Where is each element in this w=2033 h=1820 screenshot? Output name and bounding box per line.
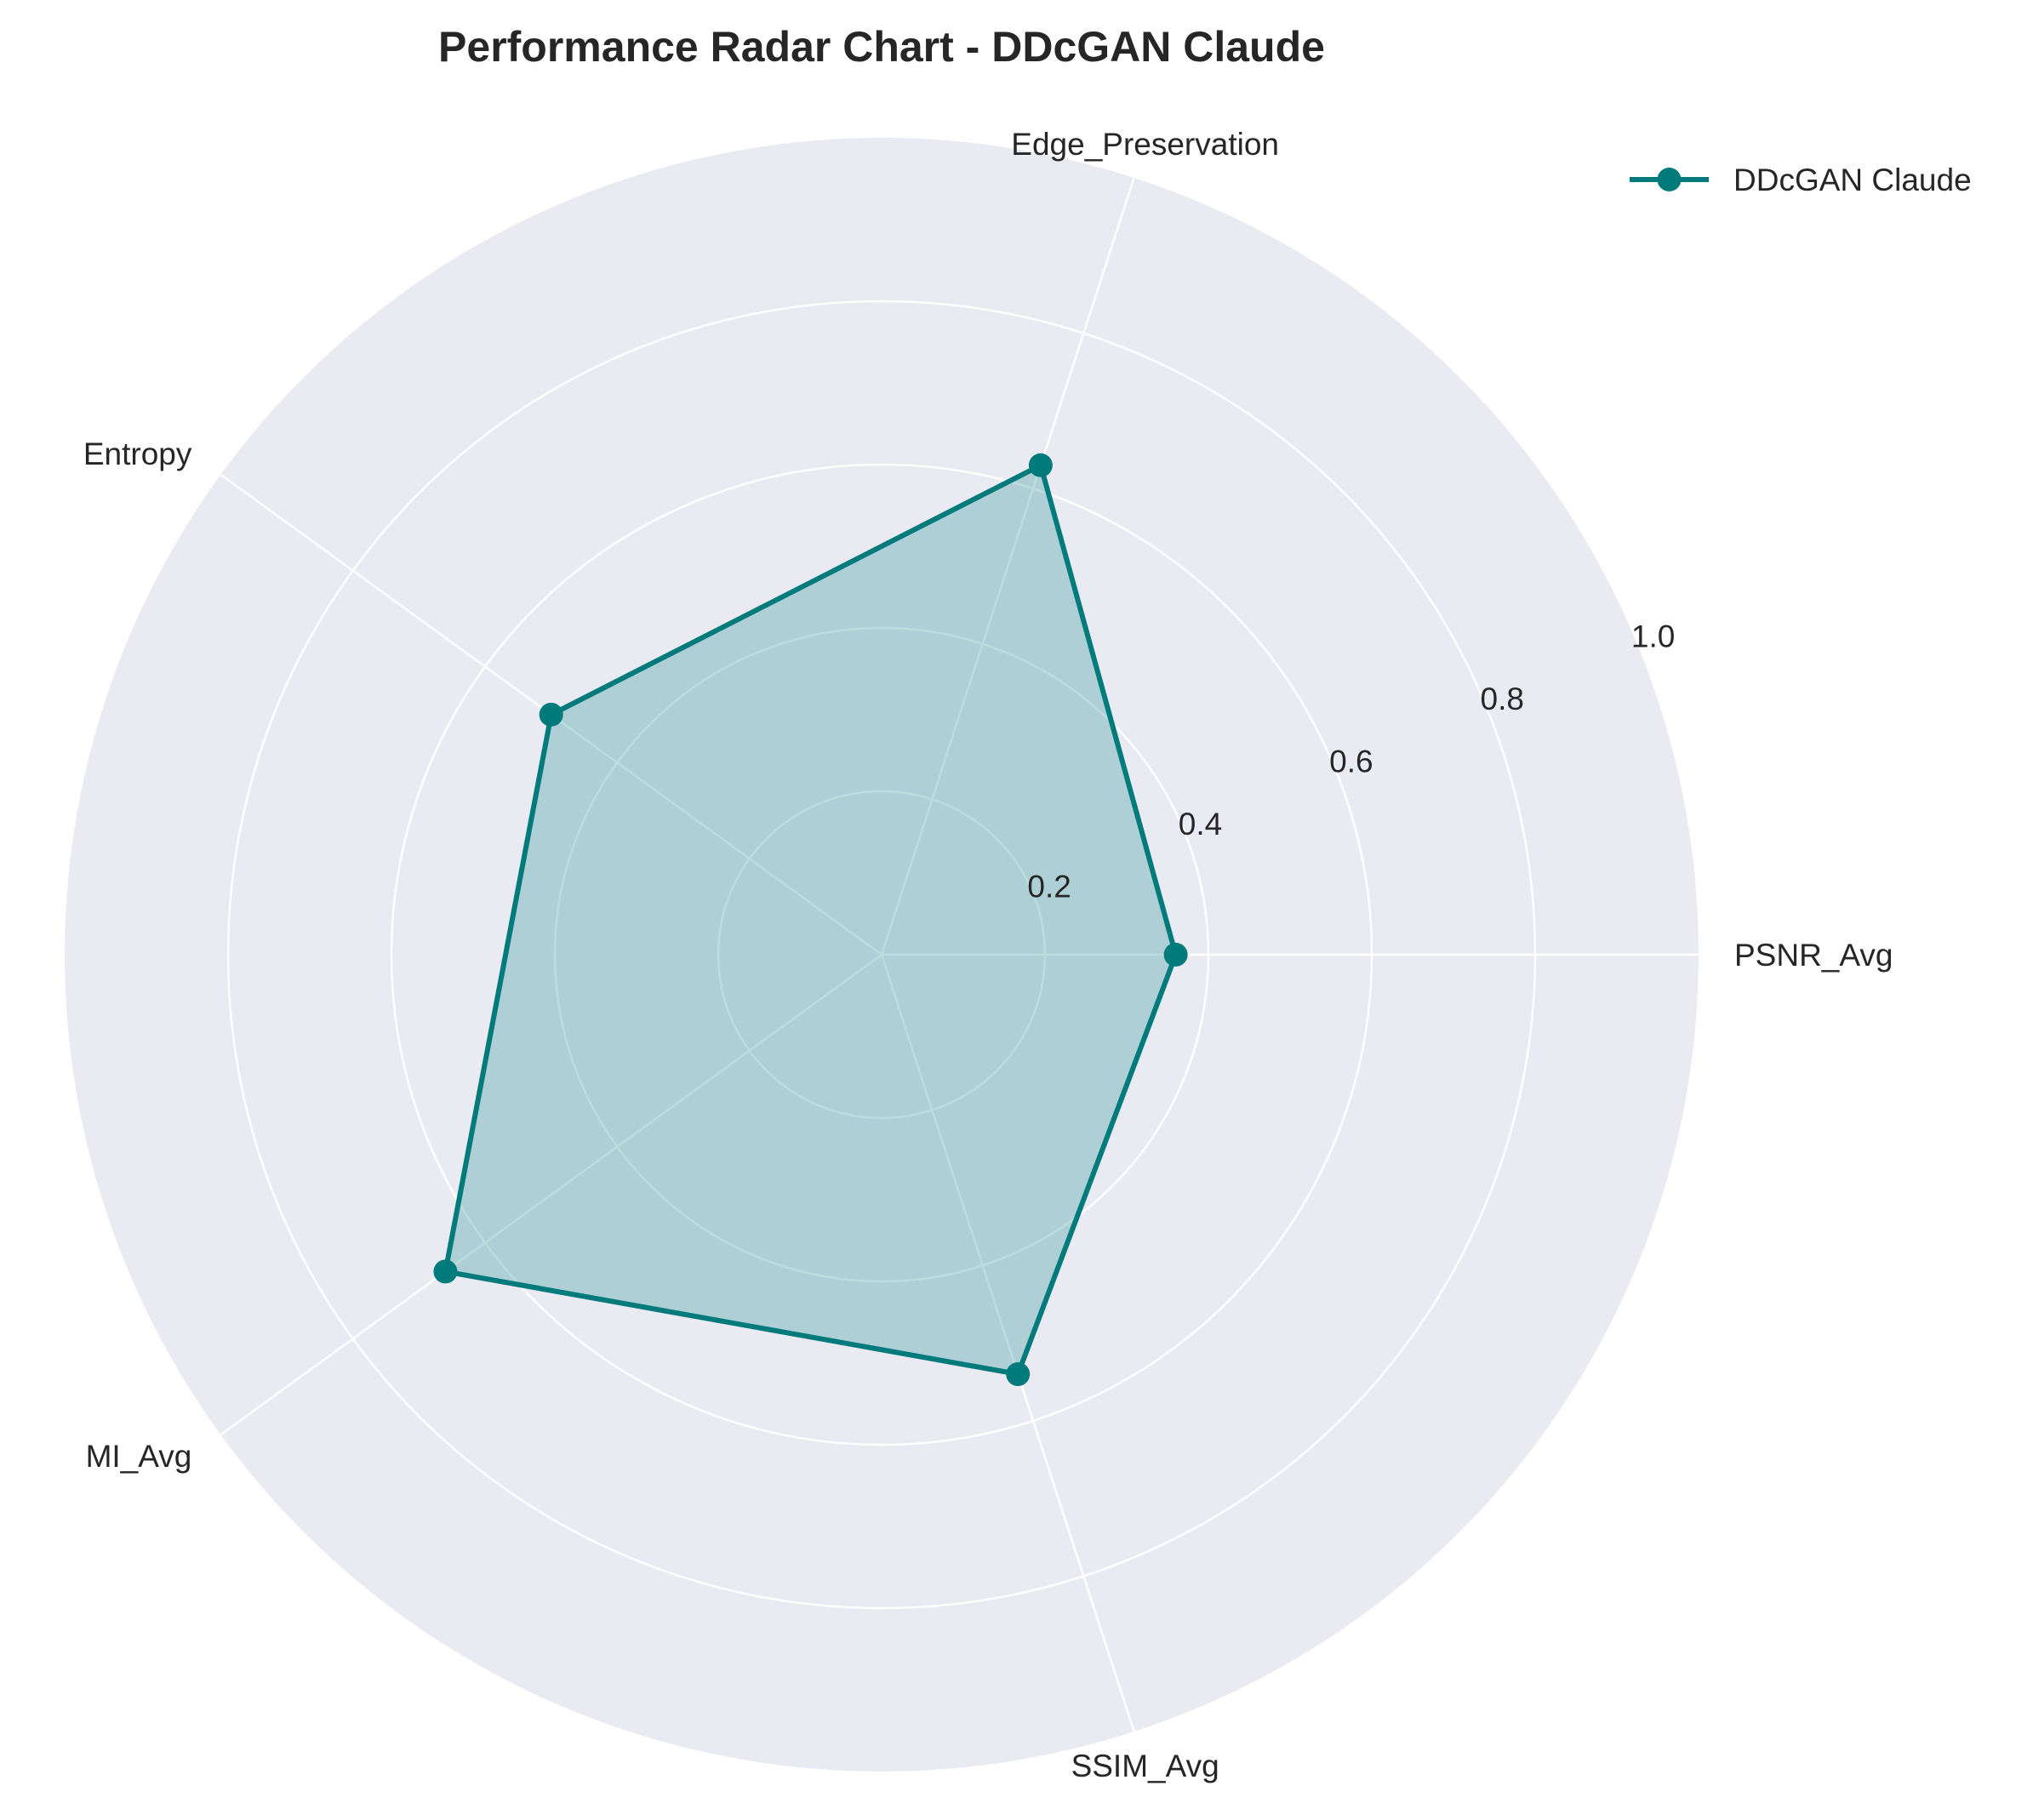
category-label-1: SSIM_Avg bbox=[1071, 1749, 1219, 1783]
legend-marker bbox=[1657, 168, 1682, 191]
series-line bbox=[442, 461, 1179, 1378]
legend-label: DDcGAN Claude bbox=[1733, 163, 1972, 197]
data-point-entropy bbox=[539, 702, 563, 727]
grid-spoke-3 bbox=[880, 177, 1135, 956]
data-point-edge-preservation bbox=[1028, 453, 1053, 477]
r-tick-label-5: 1.0 bbox=[1631, 619, 1675, 654]
data-point-psnr-avg bbox=[1163, 943, 1188, 967]
grid-spoke-5 bbox=[220, 953, 882, 1436]
category-label-2: PSNR_Avg bbox=[1734, 938, 1893, 973]
category-label-4: Entropy bbox=[83, 436, 192, 471]
r-tick-label-3: 0.6 bbox=[1329, 745, 1373, 779]
r-tick-label-4: 0.8 bbox=[1481, 682, 1524, 716]
r-tick-label-1: 0.2 bbox=[1027, 870, 1071, 904]
grid-layer bbox=[220, 177, 1699, 1732]
grid-spoke-1 bbox=[880, 954, 1135, 1732]
series-area bbox=[445, 465, 1176, 1374]
r-tick-label-2: 0.4 bbox=[1179, 807, 1222, 842]
data-point-ssim-avg bbox=[1006, 1362, 1031, 1387]
label-layer: SSIM_Avg PSNR_Avg Edge_Preservation Entropy… bbox=[83, 127, 1893, 1783]
legend: DDcGAN Claude bbox=[1630, 163, 1972, 197]
chart-title: Performance Radar Chart - DDcGAN Claude bbox=[438, 23, 1325, 71]
series-layer bbox=[433, 453, 1188, 1387]
data-point-mi-avg bbox=[433, 1259, 458, 1284]
category-label-3: Edge_Preservation bbox=[1011, 127, 1279, 162]
category-label-5: MI_Avg bbox=[86, 1439, 192, 1474]
